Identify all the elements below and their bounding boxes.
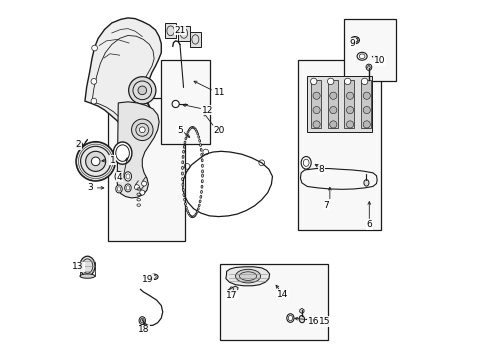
Text: 10: 10 <box>373 57 385 66</box>
Text: 1: 1 <box>109 156 115 165</box>
Circle shape <box>344 78 350 85</box>
Circle shape <box>128 77 156 104</box>
Bar <box>107 98 184 241</box>
Ellipse shape <box>80 256 95 276</box>
Circle shape <box>149 120 155 126</box>
Ellipse shape <box>113 142 132 164</box>
Circle shape <box>363 107 369 114</box>
Circle shape <box>361 78 367 85</box>
Text: 12: 12 <box>202 105 213 114</box>
Bar <box>306 76 371 132</box>
Ellipse shape <box>116 185 122 193</box>
Polygon shape <box>85 18 161 134</box>
Circle shape <box>346 107 353 114</box>
Circle shape <box>92 45 97 51</box>
Ellipse shape <box>77 141 82 149</box>
Text: 16: 16 <box>307 317 319 326</box>
Circle shape <box>172 100 179 108</box>
Circle shape <box>363 92 369 99</box>
Bar <box>310 80 320 128</box>
Circle shape <box>131 119 153 140</box>
Circle shape <box>327 78 333 85</box>
Circle shape <box>329 92 336 99</box>
Circle shape <box>91 98 97 104</box>
Text: 3: 3 <box>87 183 93 192</box>
Text: 13: 13 <box>72 262 83 271</box>
Polygon shape <box>225 267 269 286</box>
Text: 11: 11 <box>213 87 224 96</box>
Ellipse shape <box>124 172 131 181</box>
Text: 17: 17 <box>226 291 237 300</box>
Polygon shape <box>366 65 370 71</box>
Circle shape <box>312 121 320 128</box>
Polygon shape <box>299 309 304 314</box>
Circle shape <box>346 92 353 99</box>
Bar <box>344 19 395 81</box>
Circle shape <box>312 107 320 114</box>
Text: 20: 20 <box>213 126 224 135</box>
Circle shape <box>134 185 139 190</box>
Polygon shape <box>227 286 238 293</box>
Circle shape <box>312 92 320 99</box>
Bar <box>360 80 370 128</box>
Bar <box>161 60 209 144</box>
Circle shape <box>76 141 115 181</box>
Circle shape <box>91 157 100 166</box>
Circle shape <box>329 121 336 128</box>
Ellipse shape <box>301 157 310 169</box>
Ellipse shape <box>124 184 131 192</box>
Ellipse shape <box>150 274 158 279</box>
Text: 18: 18 <box>137 325 149 334</box>
Polygon shape <box>117 102 159 198</box>
Circle shape <box>137 123 143 129</box>
Text: 5: 5 <box>177 126 183 135</box>
Text: 4: 4 <box>117 173 122 182</box>
Bar <box>344 80 354 128</box>
Circle shape <box>366 64 371 70</box>
Ellipse shape <box>299 316 304 323</box>
Text: 15: 15 <box>319 317 330 326</box>
Circle shape <box>329 107 336 114</box>
Circle shape <box>310 78 316 85</box>
Bar <box>327 80 337 128</box>
Text: 6: 6 <box>366 220 371 229</box>
Text: 2: 2 <box>75 140 81 149</box>
Circle shape <box>142 181 146 186</box>
Bar <box>178 26 189 41</box>
Text: 7: 7 <box>323 201 328 210</box>
Ellipse shape <box>286 314 293 322</box>
Bar <box>298 60 380 230</box>
Ellipse shape <box>235 269 260 283</box>
Text: 19: 19 <box>142 275 153 284</box>
Text: 9: 9 <box>348 39 354 48</box>
Circle shape <box>140 190 144 195</box>
Ellipse shape <box>356 52 366 60</box>
Ellipse shape <box>363 180 368 186</box>
Ellipse shape <box>350 37 359 44</box>
Text: 8: 8 <box>318 166 324 175</box>
Circle shape <box>85 151 105 171</box>
Text: 21: 21 <box>174 26 185 35</box>
Ellipse shape <box>80 274 95 278</box>
Bar <box>164 23 176 39</box>
Ellipse shape <box>139 317 145 324</box>
Ellipse shape <box>115 171 122 181</box>
Text: 14: 14 <box>276 289 287 298</box>
Circle shape <box>122 120 128 126</box>
Bar <box>220 264 327 339</box>
Bar <box>190 32 201 46</box>
Circle shape <box>363 121 369 128</box>
Circle shape <box>139 127 145 133</box>
Circle shape <box>346 121 353 128</box>
Circle shape <box>91 78 97 84</box>
Circle shape <box>138 86 146 95</box>
